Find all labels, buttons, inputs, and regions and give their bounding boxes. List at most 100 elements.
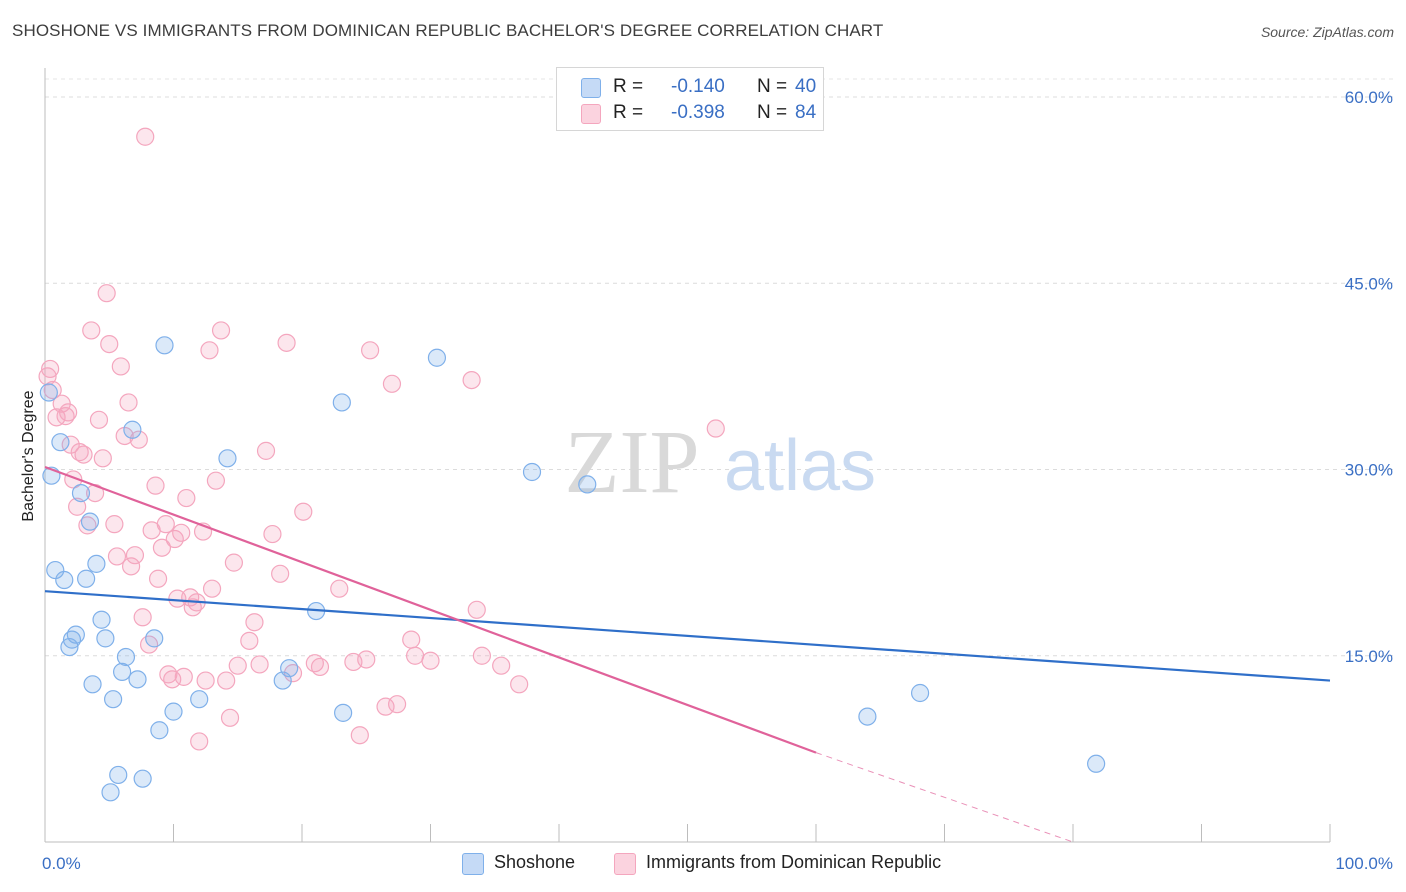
data-point [96,629,115,648]
data-point [202,579,222,598]
data-point [206,471,226,490]
data-point [220,708,240,727]
data-point [105,515,124,534]
n-value: 40 [795,76,817,97]
data-point [510,675,529,694]
data-point [196,671,215,690]
y-tick-label: 15.0% [1345,647,1393,666]
data-point [522,462,542,482]
data-point [82,321,101,340]
data-point [164,702,183,721]
data-point [271,564,290,583]
data-point [87,554,106,573]
data-point [51,433,70,452]
data-point [39,383,58,402]
data-point [402,630,421,649]
data-point [240,631,259,650]
data-point [111,357,130,376]
y-axis-title: Bachelor's Degree [20,390,37,521]
legend-swatch-shoshone [462,853,484,875]
trend-line [44,465,817,754]
legend-swatch-immigrants [581,104,601,124]
data-point [228,656,247,675]
data-point [100,334,119,354]
n-value: 84 [795,102,817,123]
data-point [376,697,395,716]
chart-source: Source: ZipAtlas.com [1260,24,1394,40]
data-point [148,569,168,588]
data-point [123,420,142,439]
data-point [310,657,330,677]
data-point [1087,754,1106,773]
data-point [93,449,112,468]
chart-title: SHOSHONE VS IMMIGRANTS FROM DOMINICAN RE… [12,21,884,40]
data-point [578,475,597,494]
legend-label-shoshone: Shoshone [494,852,576,872]
data-point [101,783,120,802]
data-point [89,410,109,429]
data-point [112,662,132,681]
n-label: N = [757,102,788,123]
legend-swatch-shoshone [581,78,601,98]
y-tick-label: 45.0% [1345,274,1393,293]
legend-label-immigrants: Immigrants from Dominican Republic [646,852,942,872]
r-label: R = [613,102,644,123]
n-label: N = [757,76,788,97]
axes [44,68,1331,843]
data-point [59,403,78,422]
data-point [92,610,111,629]
data-point [382,374,402,393]
data-point [97,284,116,303]
data-point [152,538,172,557]
data-point [109,765,128,785]
gridlines [45,78,1393,657]
data-point [163,670,182,689]
x-tick-label: 100.0% [1335,854,1393,873]
data-point [46,560,65,580]
data-point [107,547,127,566]
data-point [405,646,425,665]
trend-line [44,590,1331,682]
watermark-zip: ZIP [565,413,700,512]
data-point [706,419,725,438]
data-point [387,695,407,714]
data-point [129,430,148,449]
data-point [125,546,145,565]
data-point [133,608,152,627]
trend-lines [44,465,1331,843]
data-point [190,690,209,709]
data-point [277,333,296,352]
data-point [250,655,269,674]
data-point [174,667,193,686]
data-point [294,502,313,521]
stats-legend: R = -0.140 N = 40 R = -0.398 N = 84 [556,67,824,131]
data-point [172,523,191,542]
watermark-atlas: atlas [724,426,876,506]
data-point [145,629,164,648]
x-tick-label: 0.0% [42,854,81,873]
data-point [83,675,102,694]
data-point [55,570,74,590]
data-point [146,476,165,495]
data-point [224,553,243,572]
data-point [427,348,447,367]
data-point [218,449,237,468]
r-value: -0.140 [671,76,725,97]
data-point [156,515,175,534]
data-point [910,683,930,703]
data-point [217,671,236,690]
data-point [200,341,219,360]
data-point [155,336,174,355]
series-shoshone-points [39,336,1106,802]
data-point [245,613,264,632]
r-label: R = [613,76,644,97]
data-point [334,703,353,722]
data-point [332,393,351,412]
data-point [467,600,486,619]
data-point [211,321,231,340]
tick-labels: 15.0% 30.0% 45.0% 60.0% 0.0% 100.0% [42,88,1393,873]
data-point [177,488,196,508]
data-point [133,769,152,788]
data-point [350,726,369,745]
